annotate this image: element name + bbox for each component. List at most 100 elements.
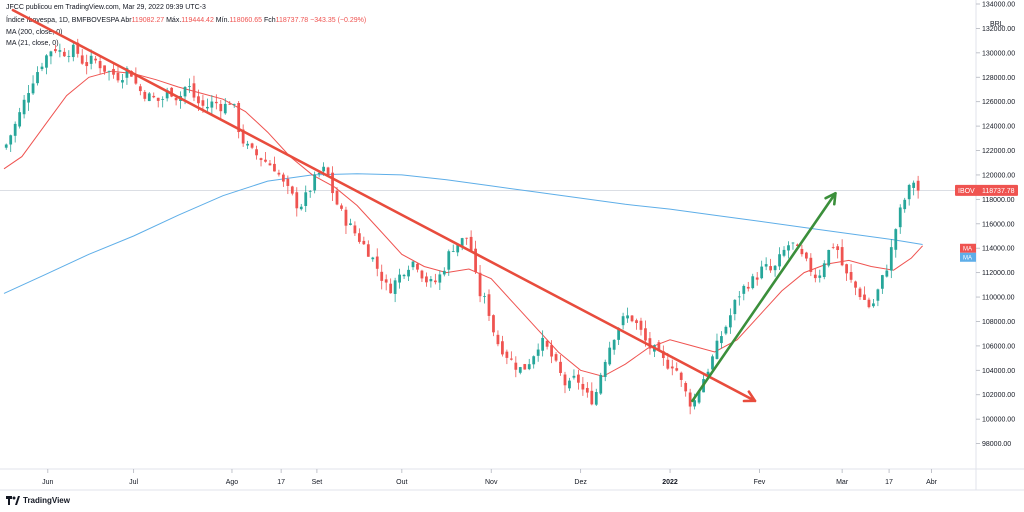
symbol-description: Índice Ibovespa, 1D, BMFBOVESPA [6,17,120,24]
candle-body [429,279,433,282]
candle-body [407,269,410,277]
candle-body [572,375,576,378]
price-tick-label: 122000.00 [982,148,1015,155]
ohlc-high-value: 119444.42 [181,17,214,24]
candle-body [550,345,553,357]
candle-body [232,103,236,105]
ma200-legend[interactable]: MA (200, close, 0) [6,29,63,36]
candle-body [836,246,840,251]
candle-body [746,286,750,289]
price-axis[interactable]: 98000.00 100000.00 102000.00 104000.00 10600… [976,2,1015,449]
price-tick-label: 128000.00 [982,75,1015,82]
candle-body [416,263,419,270]
candle-body [398,274,401,283]
candle-body [751,276,755,289]
tradingview-brand-text: TradingView [23,496,70,505]
candle-body [94,58,98,61]
candle-body [411,261,415,268]
candle-body [769,266,772,271]
candle-body [107,71,111,73]
candle-body [648,338,652,349]
candle-body [612,339,616,350]
candle-body [527,364,531,370]
candle-body [152,95,156,98]
price-tick-label: 126000.00 [982,99,1015,106]
candle-body [58,50,62,52]
ibov-price-badge: IBOV 118737.78 [955,184,1018,196]
candle-body [715,340,719,359]
candle-body [273,163,276,172]
candle-body [813,274,817,279]
candle-body [143,91,147,99]
candle-body [210,101,214,108]
time-tick-label: Dez [574,479,587,486]
ohlc-open-value: 119082.27 [131,17,165,24]
price-tick-label: 112000.00 [982,270,1015,277]
candle-body [483,296,486,297]
candle-body [872,303,875,307]
candle-body [420,270,424,279]
candle-body [80,55,84,64]
candle-body [737,296,741,298]
time-tick-label: Fev [754,479,766,486]
candle-body [907,185,911,200]
candle-body [197,96,200,104]
candle-body [134,74,138,84]
candle-body [349,223,352,225]
candle-body [103,65,106,72]
time-tick-label: Out [396,479,407,486]
candle-body [402,274,406,277]
uptrend-line[interactable] [691,191,837,403]
candle-body [496,334,500,345]
candle-body [684,383,688,392]
candle-body [773,265,777,271]
ma200-line [3,173,923,294]
candle-body [800,248,804,255]
price-tick-label: 110000.00 [982,295,1015,302]
time-tick-label: 2022 [662,479,678,486]
candle-body [840,247,844,266]
uptrend-arrowhead [824,191,837,206]
time-tick-label: Ago [226,479,239,486]
price-tick-label: 106000.00 [982,343,1015,350]
candle-body [474,248,477,273]
candle-body [393,280,397,294]
candle-body [809,257,813,272]
candle-body [585,387,589,393]
candle-body [228,103,232,105]
candle-body [688,392,692,407]
candle-body [183,87,187,97]
candle-body [541,337,545,351]
candle-body [568,380,571,389]
time-axis[interactable]: Jun Jul Ago 17 Set Out Nov Dez 2022 Fev Mar 17 Abr [42,469,938,486]
candle-body [635,320,638,324]
candle-body [858,288,862,298]
downtrend-arrowhead [742,390,757,403]
tradingview-brand[interactable]: TradingView [6,496,70,505]
time-tick-label: Mar [836,479,849,486]
candle-body [778,254,781,267]
candle-body [36,72,39,84]
candle-body [389,283,393,294]
candle-body [71,44,75,58]
candle-body [27,93,30,103]
symbol-legend[interactable]: Índice Ibovespa, 1D, BMFBOVESPA Abr11908… [6,17,366,24]
candle-body [344,209,348,226]
candle-body [827,249,831,266]
time-tick-label: Jun [42,479,53,486]
ma21-legend[interactable]: MA (21, close, 0) [6,40,59,47]
candle-body [782,249,786,256]
candle-body [366,244,370,257]
ohlc-low-label: Mín. [215,17,230,24]
downtrend-line[interactable] [11,8,757,403]
candle-body [76,42,80,54]
candle-body [451,251,455,252]
candle-body [299,206,303,210]
candle-body [898,207,902,228]
candle-body [425,276,428,283]
candle-body [353,225,357,234]
ma21-badge-label: MA [963,246,972,252]
ohlc-high-label: Máx. [166,17,182,24]
candle-body [639,320,643,330]
